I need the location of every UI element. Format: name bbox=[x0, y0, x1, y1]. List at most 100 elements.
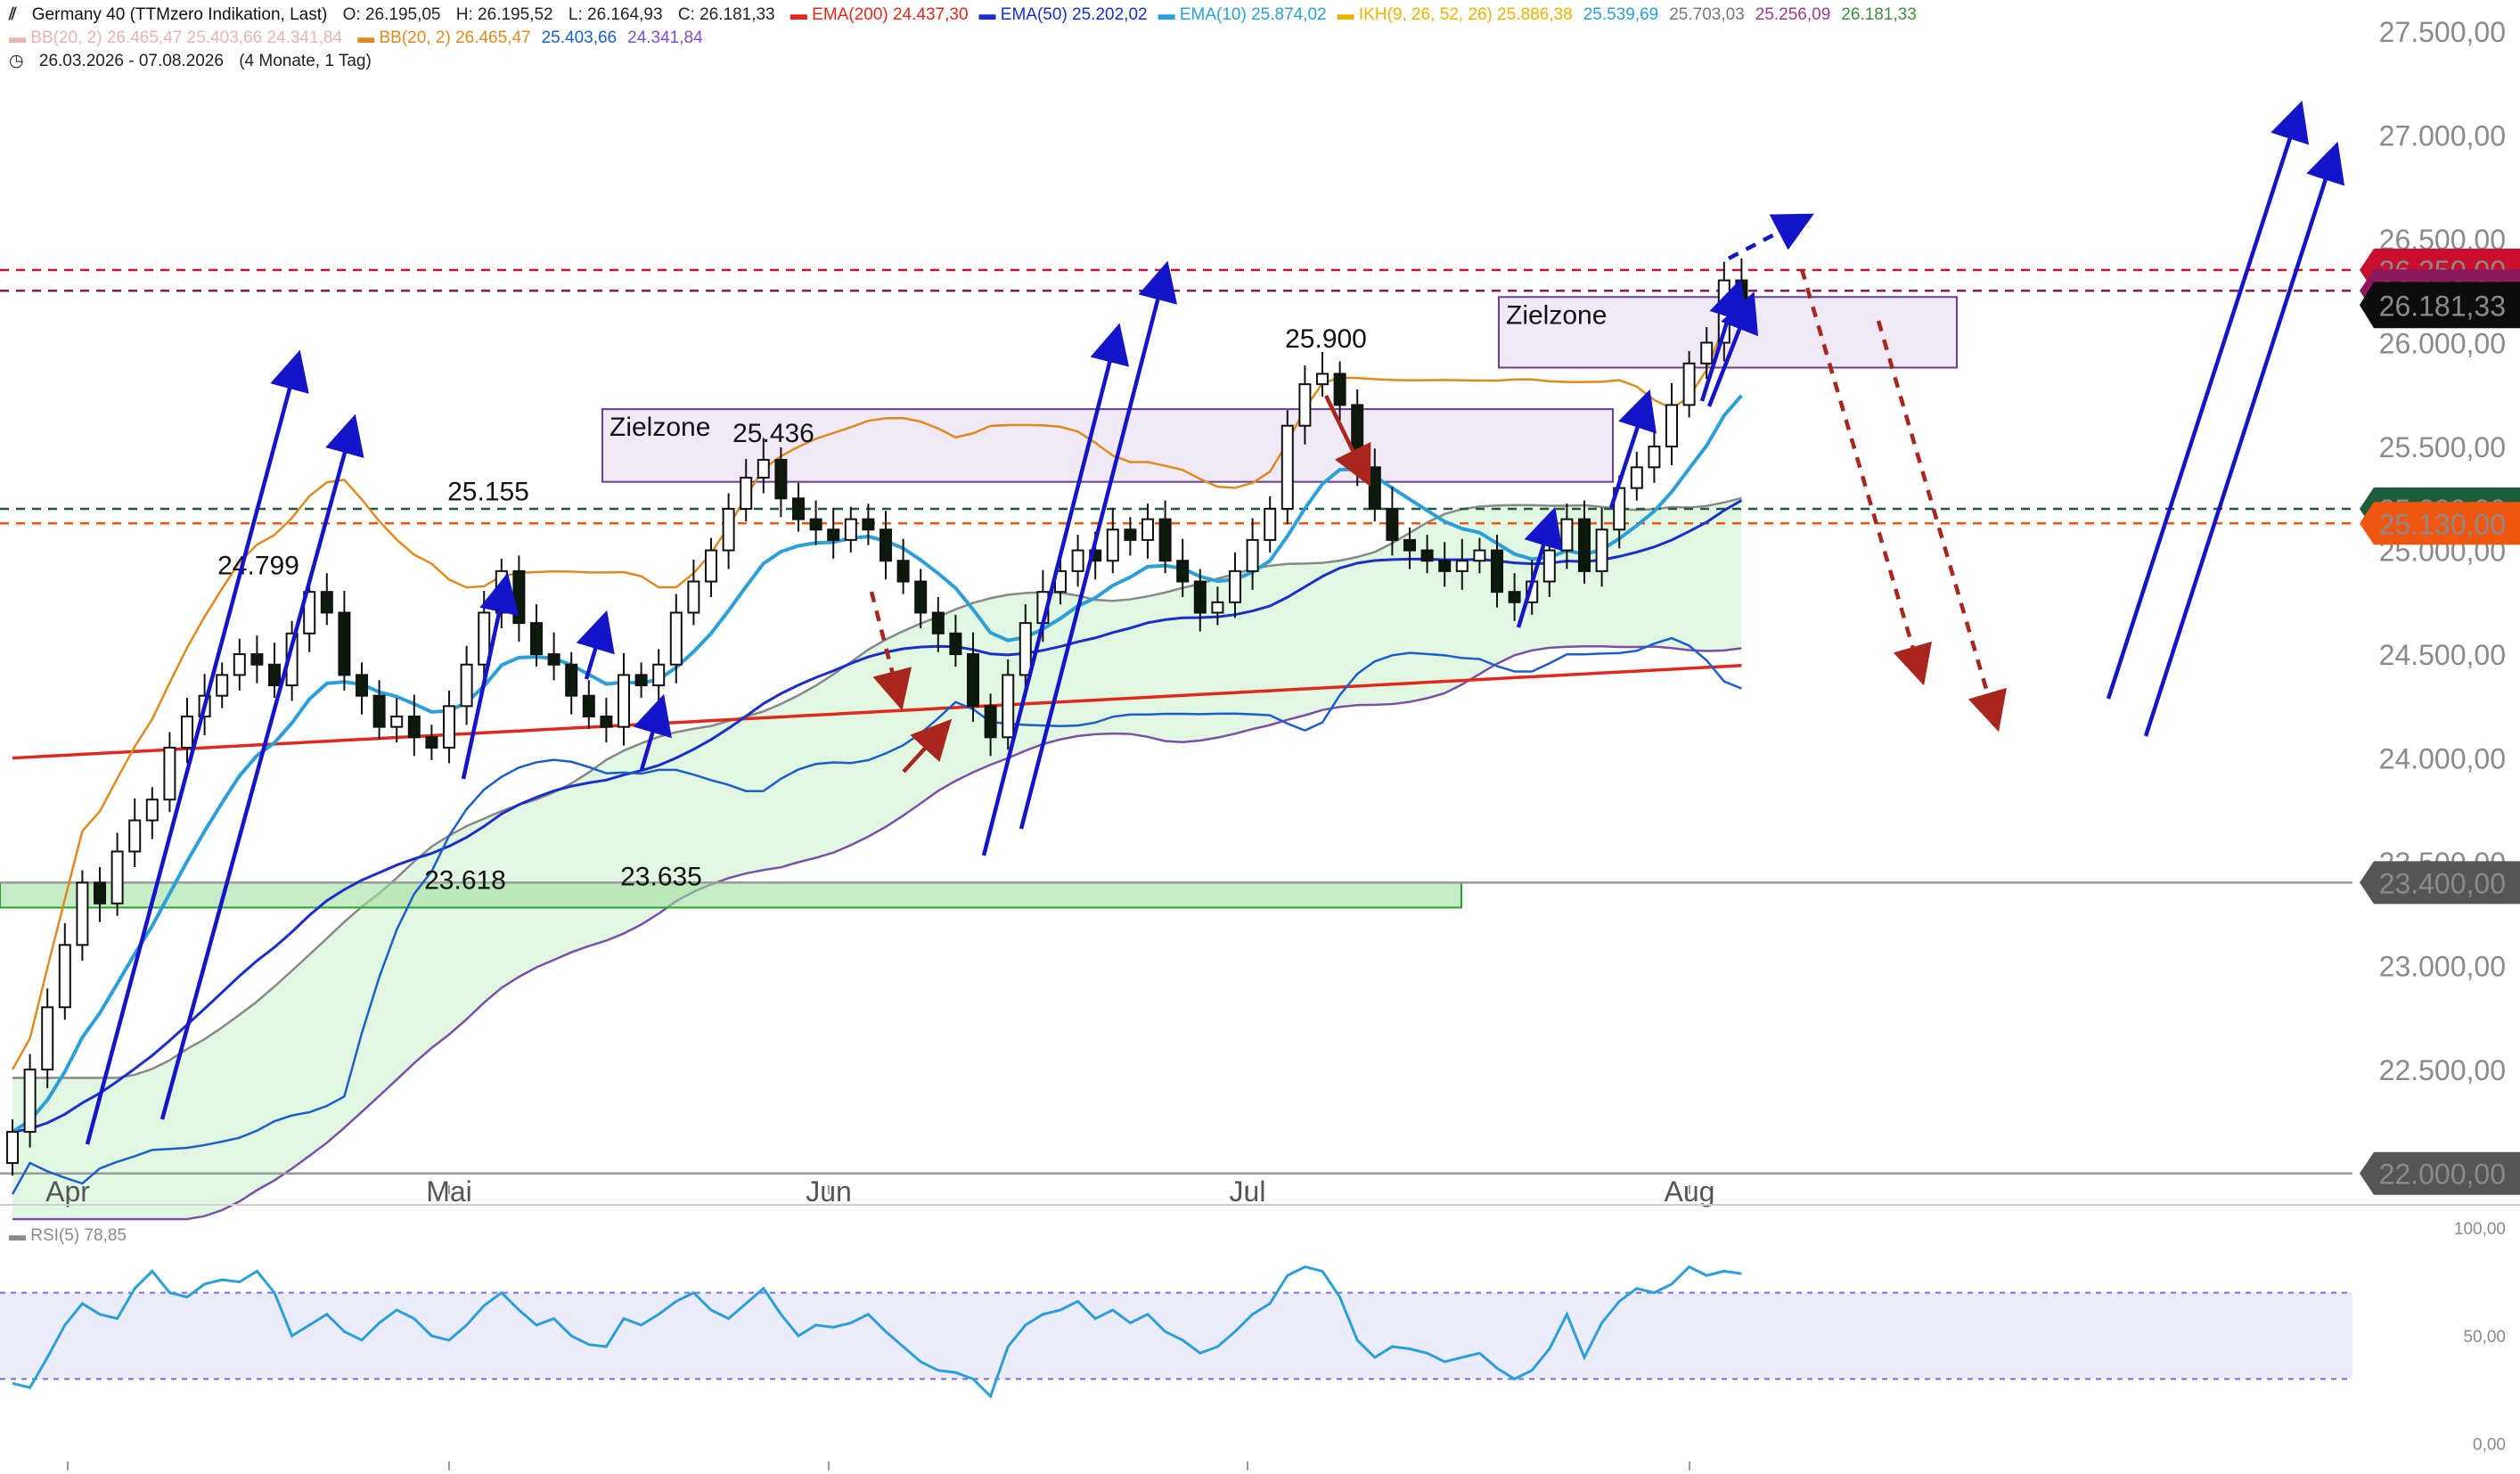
candle-body bbox=[1386, 507, 1399, 541]
candle-body bbox=[1071, 549, 1084, 572]
candle bbox=[268, 643, 281, 699]
candle bbox=[896, 538, 910, 594]
candle bbox=[1560, 504, 1574, 569]
candle bbox=[512, 555, 526, 643]
trend-arrow-0 bbox=[85, 349, 309, 1145]
ema200-line bbox=[12, 664, 1742, 760]
candle-body bbox=[530, 622, 543, 656]
candle-body bbox=[1682, 362, 1696, 406]
candle-body bbox=[1735, 279, 1748, 307]
candle-body bbox=[1211, 601, 1224, 614]
candle-body bbox=[914, 580, 928, 614]
price-axis-bg bbox=[2352, 0, 2520, 1194]
candle-body bbox=[390, 716, 404, 728]
candle-body bbox=[547, 653, 560, 666]
candle bbox=[320, 573, 333, 626]
ikh-value-1: 25.703,03 bbox=[1669, 5, 1745, 24]
ema10-line bbox=[11, 394, 1743, 1134]
candle bbox=[1229, 552, 1241, 618]
rsi-tick-label: 0,00 bbox=[2473, 1436, 2506, 1454]
candle-body bbox=[512, 569, 526, 625]
level-price-tag-4: 23.400,00 bbox=[2360, 861, 2520, 905]
price-tag-text: 22.000,00 bbox=[2379, 1159, 2506, 1191]
indicator-values: ▬ EMA(200) 24.437,30 ▬ EMA(50) 25.202,02 ▬… bbox=[790, 5, 1927, 24]
candle bbox=[634, 662, 648, 699]
candle-body bbox=[1403, 538, 1416, 552]
candle bbox=[949, 614, 962, 667]
candle-body bbox=[233, 653, 246, 676]
candle bbox=[1193, 569, 1207, 632]
candle bbox=[1316, 352, 1329, 397]
cloud-span-b bbox=[12, 644, 1742, 1221]
ohlc-open: O: 26.195,05 bbox=[342, 5, 441, 24]
target-zone-2-label: Zielzone bbox=[1506, 300, 1607, 330]
candle-body bbox=[880, 528, 892, 562]
candle bbox=[1420, 535, 1434, 574]
candle bbox=[722, 493, 735, 569]
rsi-label: ▬ RSI(5) 78,85 bbox=[9, 1226, 127, 1245]
candle-body bbox=[128, 819, 142, 853]
price-tag-shape bbox=[2360, 502, 2520, 545]
candle-body bbox=[163, 746, 176, 801]
level-price-tag-5: 22.000,00 bbox=[2360, 1151, 2520, 1195]
candle bbox=[1246, 518, 1259, 590]
bollinger-lower bbox=[11, 636, 1742, 1195]
ikh-value-2: 25.256,09 bbox=[1755, 5, 1831, 24]
candle-body bbox=[618, 674, 630, 728]
month-label-2: Jun bbox=[806, 1175, 852, 1208]
candle bbox=[914, 569, 928, 628]
candle-body bbox=[303, 591, 316, 635]
candle bbox=[76, 870, 89, 961]
swing-label-0: 24.799 bbox=[217, 551, 299, 580]
bb-value-2: 24.341,84 bbox=[627, 29, 703, 47]
candle-body bbox=[1229, 569, 1241, 603]
candle-body bbox=[1141, 518, 1154, 541]
candle-body bbox=[145, 798, 159, 822]
candle-body bbox=[320, 591, 333, 614]
candle bbox=[547, 632, 560, 681]
candle bbox=[1403, 527, 1416, 569]
bollinger-upper bbox=[11, 294, 1743, 1070]
candle-body bbox=[1473, 549, 1486, 562]
candle-body bbox=[181, 716, 193, 749]
candle-body bbox=[1560, 518, 1574, 552]
candle bbox=[844, 506, 857, 553]
price-tick-label: 25.500,00 bbox=[2379, 431, 2506, 463]
candle-body bbox=[216, 674, 229, 697]
candle bbox=[110, 832, 124, 916]
month-label-4: Aug bbox=[1665, 1175, 1715, 1208]
price-tag-text: 25.130,00 bbox=[2379, 508, 2506, 540]
candle-body bbox=[1665, 404, 1678, 448]
candle-body bbox=[1280, 424, 1294, 510]
candle bbox=[705, 537, 717, 597]
candle-body bbox=[774, 458, 788, 500]
candle bbox=[233, 638, 246, 691]
candle bbox=[1071, 535, 1084, 587]
ohlc-low: L: 26.164,93 bbox=[568, 5, 663, 24]
candle-body bbox=[58, 944, 71, 1009]
candle-body bbox=[1542, 549, 1556, 583]
indicator-2: ▬ EMA(10) 25.874,02 bbox=[1158, 5, 1327, 24]
candle-body bbox=[565, 663, 578, 697]
cloud-span-a bbox=[12, 496, 1742, 1079]
ohlc-close: C: 26.181,33 bbox=[677, 5, 775, 24]
candle-body bbox=[1019, 622, 1032, 676]
candle bbox=[145, 787, 159, 839]
candle-body bbox=[757, 458, 770, 479]
candle-body bbox=[652, 663, 666, 687]
candle-body bbox=[1316, 373, 1329, 386]
trend-arrow-7 bbox=[1516, 506, 1563, 628]
price-tag-text: 23.400,00 bbox=[2379, 867, 2506, 899]
candle-body bbox=[23, 1069, 37, 1134]
candle-body bbox=[1368, 466, 1381, 510]
candle bbox=[1648, 428, 1661, 483]
candle bbox=[1438, 542, 1452, 587]
candle bbox=[181, 698, 193, 764]
candle bbox=[880, 511, 892, 580]
ikh-value-0: 25.539,69 bbox=[1583, 5, 1659, 24]
candle bbox=[669, 594, 683, 684]
candle bbox=[1280, 410, 1294, 525]
trend-arrow-8 bbox=[1608, 389, 1657, 509]
candle bbox=[1700, 327, 1714, 380]
